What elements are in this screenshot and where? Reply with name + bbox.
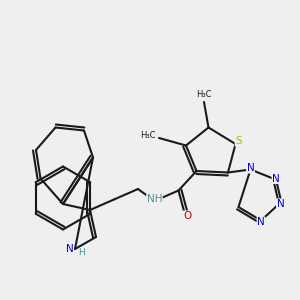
Text: N: N (272, 173, 280, 184)
Text: N: N (257, 217, 265, 227)
Text: N: N (66, 244, 74, 254)
Text: H₃C: H₃C (196, 90, 212, 99)
Text: O: O (183, 211, 192, 221)
Text: NH: NH (147, 194, 162, 205)
Text: H: H (78, 248, 85, 257)
Text: N: N (277, 199, 284, 209)
Text: N: N (247, 163, 254, 173)
Text: H₃C: H₃C (140, 130, 155, 140)
Text: S: S (235, 136, 242, 146)
